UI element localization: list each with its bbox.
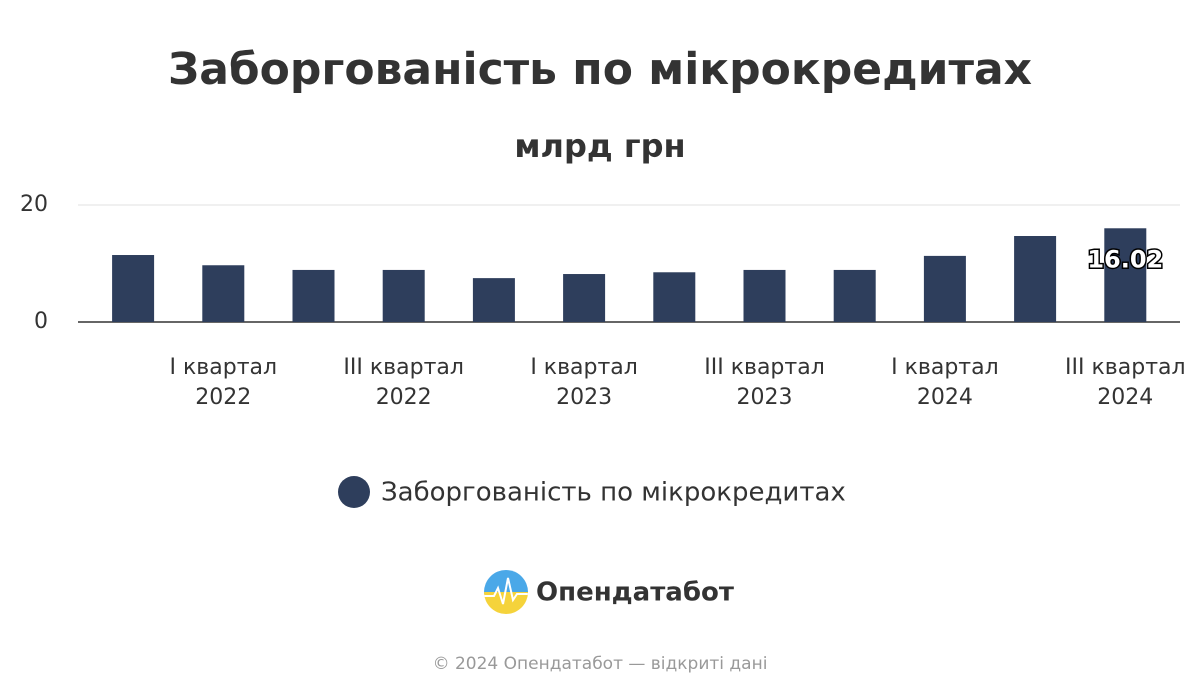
bar (112, 255, 155, 322)
chart-title: Заборгованість по мікрокредитах (168, 44, 1032, 95)
legend-marker (338, 476, 370, 508)
bar (472, 278, 515, 322)
bar (1104, 228, 1147, 322)
x-tick-label: I квартал (891, 355, 999, 380)
logo-text: Опендатабот (536, 578, 734, 608)
x-tick-label: III квартал (704, 355, 825, 380)
bar (563, 274, 606, 322)
chart-subtitle: млрд грн (514, 127, 685, 165)
legend-label: Заборгованість по мікрокредитах (381, 478, 846, 508)
x-tick-label: 2024 (1097, 385, 1153, 410)
bar (382, 269, 425, 322)
bar (1014, 236, 1057, 322)
x-tick-label: 2024 (917, 385, 973, 410)
data-label: 16.02 (1087, 245, 1163, 273)
logo: Опендатабот (484, 570, 734, 614)
bar (292, 269, 335, 322)
x-tick-label: 2022 (195, 385, 251, 410)
x-tick-label: 2023 (737, 385, 793, 410)
bar (833, 269, 876, 322)
footer: © 2024 Опендатабот — відкриті дані (433, 654, 768, 674)
x-tick-label: 2023 (556, 385, 612, 410)
x-tick-label: I квартал (530, 355, 638, 380)
x-tick-label: III квартал (1065, 355, 1186, 380)
bar (923, 255, 966, 322)
x-tick-label: III квартал (343, 355, 464, 380)
x-tick-label: I квартал (170, 355, 278, 380)
y-tick-label: 20 (20, 192, 48, 217)
bar (743, 269, 786, 322)
bar (202, 265, 245, 322)
y-tick-label: 0 (34, 309, 48, 334)
bar (653, 272, 696, 322)
x-tick-label: 2022 (376, 385, 432, 410)
